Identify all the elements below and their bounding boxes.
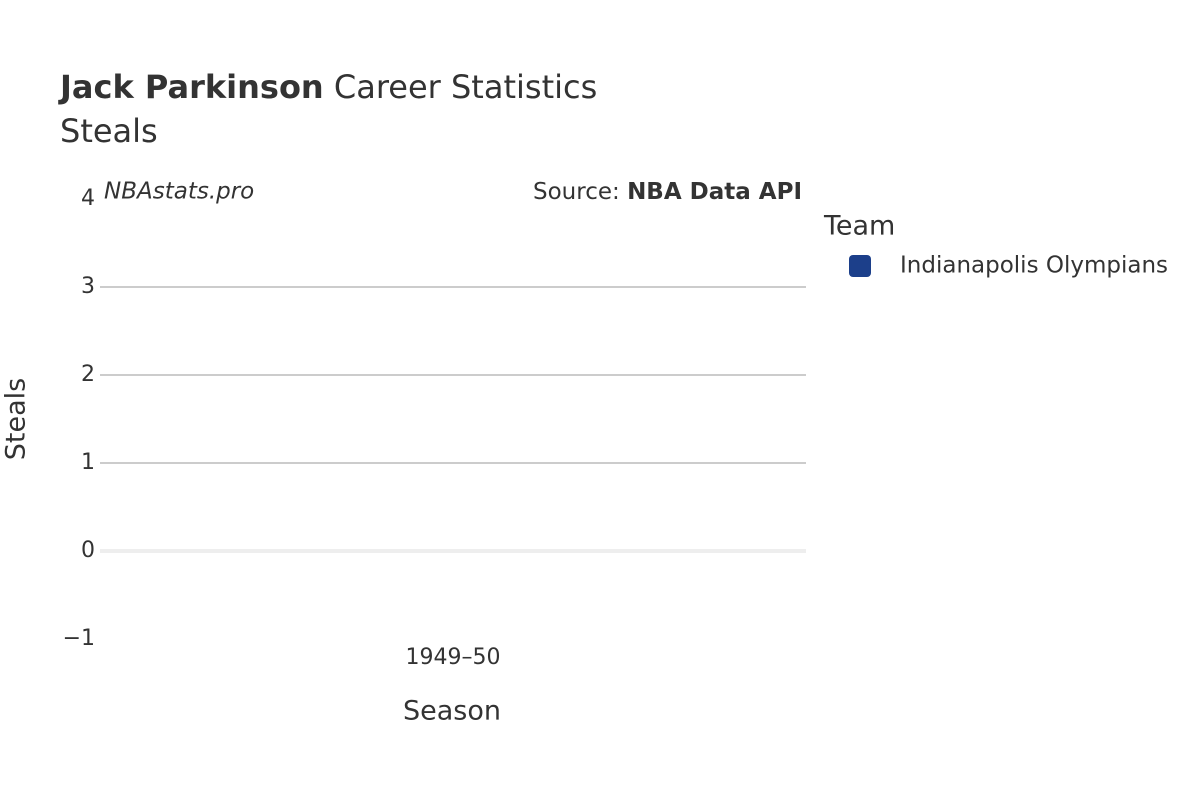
source: Source: NBA Data API [533, 179, 802, 205]
y-tick-label: 0 [81, 538, 95, 563]
y-tick-label: −1 [63, 626, 95, 651]
source-name: NBA Data API [627, 179, 802, 205]
title-rest: Career Statistics [334, 68, 597, 106]
watermark: NBAstats.pro [104, 179, 254, 205]
y-tick-label: 4 [81, 186, 95, 211]
y-tick-label: 1 [81, 450, 95, 475]
chart-subtitle: Steals [60, 112, 158, 150]
legend-title: Team [823, 211, 895, 242]
legend-swatch [849, 255, 871, 277]
source-prefix: Source: [533, 179, 620, 205]
y-tick-label: 2 [81, 362, 95, 387]
y-tick-label: 3 [81, 274, 95, 299]
chart-title: Jack Parkinson Career Statistics [58, 68, 597, 106]
legend-label: Indianapolis Olympians [900, 253, 1168, 279]
x-tick-label: 1949–50 [406, 645, 501, 670]
x-axis-label: Season [403, 696, 501, 727]
title-bold: Jack Parkinson [58, 68, 324, 106]
y-axis-label: Steals [1, 378, 32, 460]
